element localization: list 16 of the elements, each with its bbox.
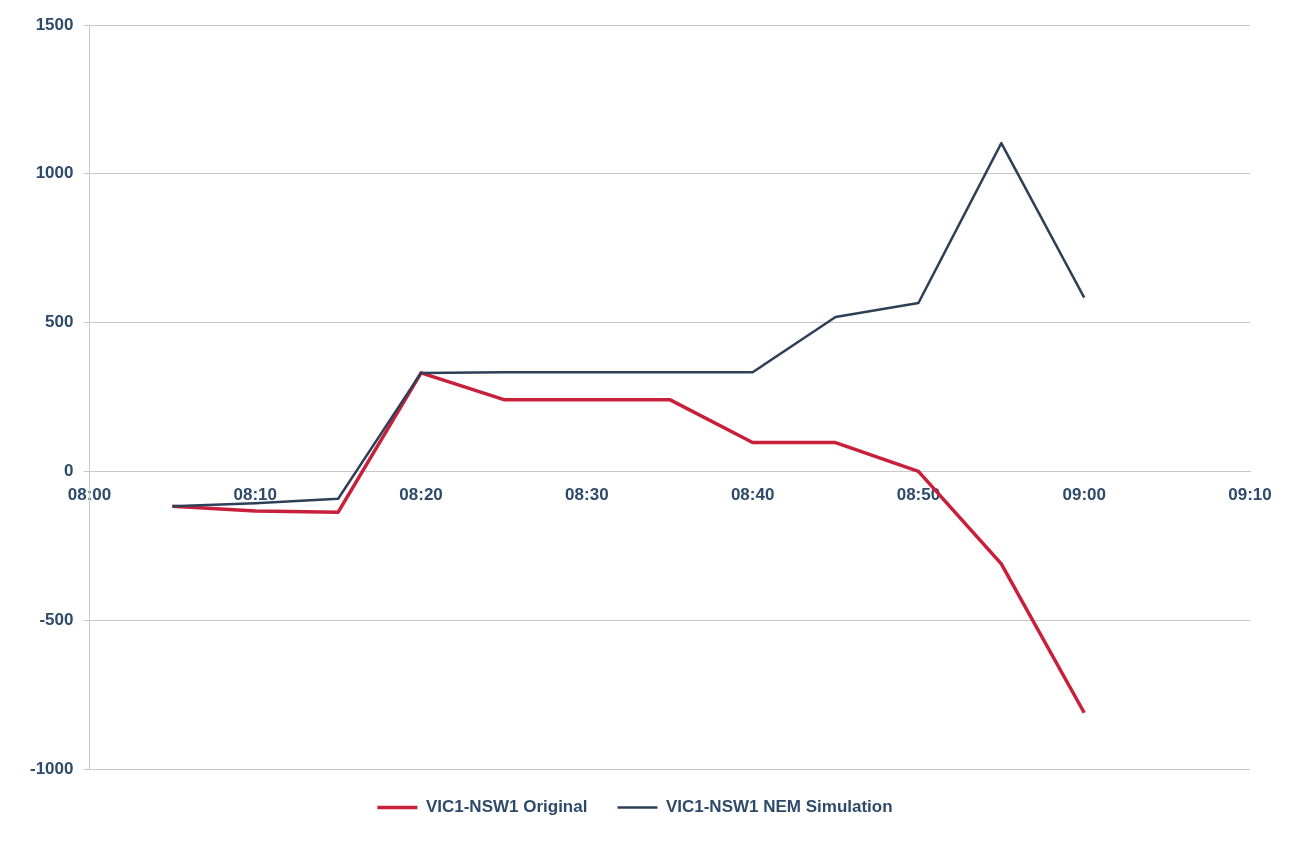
legend-label: VIC1-NSW1 NEM Simulation [665,797,893,817]
y-tick-label: 0 [64,461,74,481]
x-tick-label: 08:10 [233,485,278,505]
x-tick-label: 08:30 [565,485,609,505]
x-tick-label: 09:00 [1062,485,1106,505]
x-tick-label: 09:10 [1228,485,1272,505]
y-tick-label: 500 [45,312,74,332]
y-tick-label: 1000 [35,163,74,183]
x-tick-label: 08:50 [896,485,941,505]
y-tick-label: -1000 [30,758,74,778]
y-tick-label: -500 [39,609,74,629]
y-tick-label: 1500 [35,14,74,34]
legend-label: VIC1-NSW1 Original [425,797,588,817]
x-tick-label: 08:00 [67,485,112,505]
x-tick-label: 08:20 [399,485,443,505]
x-tick-label: 08:40 [730,485,775,505]
